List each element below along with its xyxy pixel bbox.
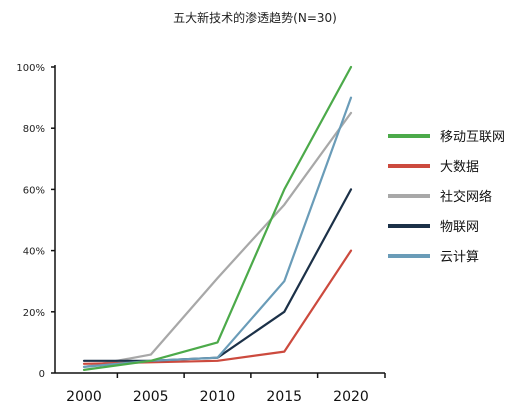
y-tick-label: 20% [23,308,45,319]
y-tick-label: 0 [39,369,45,380]
x-tick-label: 2015 [266,389,302,405]
legend-label: 云计算 [440,250,479,265]
x-tick-label: 2020 [333,389,369,405]
x-tick-label: 2005 [133,389,169,405]
legend-label: 社交网络 [440,189,492,205]
series-line-4 [82,188,353,362]
x-axis: 2000 2005 2010 2015 2020 [55,372,386,405]
x-tick-label: 2000 [66,389,102,405]
legend-label: 物联网 [440,220,479,235]
plot-area [82,65,353,371]
y-tick-label: 100% [16,63,45,74]
series-line-5 [82,96,353,368]
series-line-2 [82,249,353,365]
y-axis: 0 20% 40% 60% 80% 100% [16,63,56,380]
series-line-1 [82,65,353,371]
legend-label: 移动互联网 [440,130,505,145]
chart-title: 五大新技术的渗透趋势(N=30) [173,10,337,25]
y-tick-label: 60% [23,185,45,196]
x-tick-label: 2010 [200,389,236,405]
y-tick-label: 40% [23,247,45,258]
legend-label: 大数据 [440,160,479,175]
series-line-3 [82,111,353,368]
y-tick-label: 80% [23,124,45,135]
